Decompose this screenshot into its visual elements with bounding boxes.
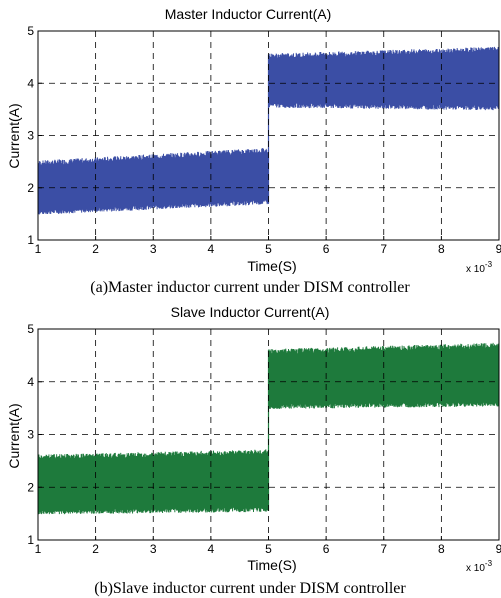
chart-slave: Slave Inductor Current(A) 1 2 3 4 5 6 7 8 9 1 2 3 4 5… bbox=[6, 304, 501, 597]
chart-slave-series-segment-1 bbox=[37, 449, 269, 515]
chart-master-ylabel: Current(A) bbox=[6, 103, 22, 168]
chart-master-xtick-label-9: 9 bbox=[496, 242, 501, 256]
chart-slave-ytick-label-4: 4 bbox=[27, 375, 34, 389]
chart-master-plot: 1 2 3 4 5 6 7 8 9 1 2 3 4 5 bbox=[27, 24, 501, 256]
chart-master-xtick-label-7: 7 bbox=[380, 242, 387, 256]
chart-master-xtick-label-2: 2 bbox=[92, 242, 99, 256]
chart-slave-xtick-label-3: 3 bbox=[150, 542, 157, 556]
chart-master-ytick-label-2: 2 bbox=[27, 181, 34, 195]
chart-slave-xtick-label-1: 1 bbox=[35, 542, 42, 556]
chart-master-caption: (a)Master inductor current under DISM co… bbox=[90, 279, 410, 296]
chart-slave-ylabel: Current(A) bbox=[6, 403, 22, 468]
chart-master-ytick-label-1: 1 bbox=[27, 233, 34, 247]
chart-slave-caption: (b)Slave inductor current under DISM con… bbox=[94, 580, 406, 597]
chart-slave-ytick-label-2: 2 bbox=[27, 480, 34, 494]
chart-master: Master Inductor Current(A) 1 2 3 4 5 6 7 8 9 1 2 3 4… bbox=[6, 6, 501, 296]
chart-slave-xtick-label-7: 7 bbox=[380, 542, 387, 556]
chart-slave-x-multiplier: x 10-3 bbox=[466, 559, 493, 574]
chart-slave-xtick-label-5: 5 bbox=[265, 542, 272, 556]
chart-slave-ytick-label-5: 5 bbox=[27, 322, 34, 336]
chart-master-x-multiplier: x 10-3 bbox=[466, 260, 493, 275]
chart-master-xtick-label-5: 5 bbox=[265, 242, 272, 256]
chart-master-title: Master Inductor Current(A) bbox=[165, 6, 332, 22]
chart-master-series-segment-1 bbox=[37, 148, 269, 215]
chart-master-xtick-label-6: 6 bbox=[323, 242, 330, 256]
chart-slave-plot: 1 2 3 4 5 6 7 8 9 1 2 3 4 5 bbox=[27, 322, 501, 556]
chart-slave-xtick-label-9: 9 bbox=[496, 542, 501, 556]
chart-slave-title: Slave Inductor Current(A) bbox=[171, 304, 330, 320]
chart-slave-xlabel: Time(S) bbox=[247, 557, 296, 573]
chart-slave-xtick-label-8: 8 bbox=[438, 542, 445, 556]
chart-slave-xtick-label-6: 6 bbox=[323, 542, 330, 556]
chart-master-ytick-label-3: 3 bbox=[27, 129, 34, 143]
chart-master-xtick-label-3: 3 bbox=[150, 242, 157, 256]
chart-slave-ytick-label-3: 3 bbox=[27, 428, 34, 442]
chart-master-xtick-label-1: 1 bbox=[35, 242, 42, 256]
chart-slave-xtick-label-2: 2 bbox=[92, 542, 99, 556]
chart-master-ytick-label-5: 5 bbox=[27, 24, 34, 38]
chart-slave-ytick-label-1: 1 bbox=[27, 533, 34, 547]
chart-slave-xtick-label-4: 4 bbox=[208, 542, 215, 556]
chart-master-xlabel: Time(S) bbox=[247, 258, 296, 274]
chart-master-ytick-label-4: 4 bbox=[27, 76, 34, 90]
chart-master-xtick-label-4: 4 bbox=[208, 242, 215, 256]
chart-master-xtick-label-8: 8 bbox=[438, 242, 445, 256]
